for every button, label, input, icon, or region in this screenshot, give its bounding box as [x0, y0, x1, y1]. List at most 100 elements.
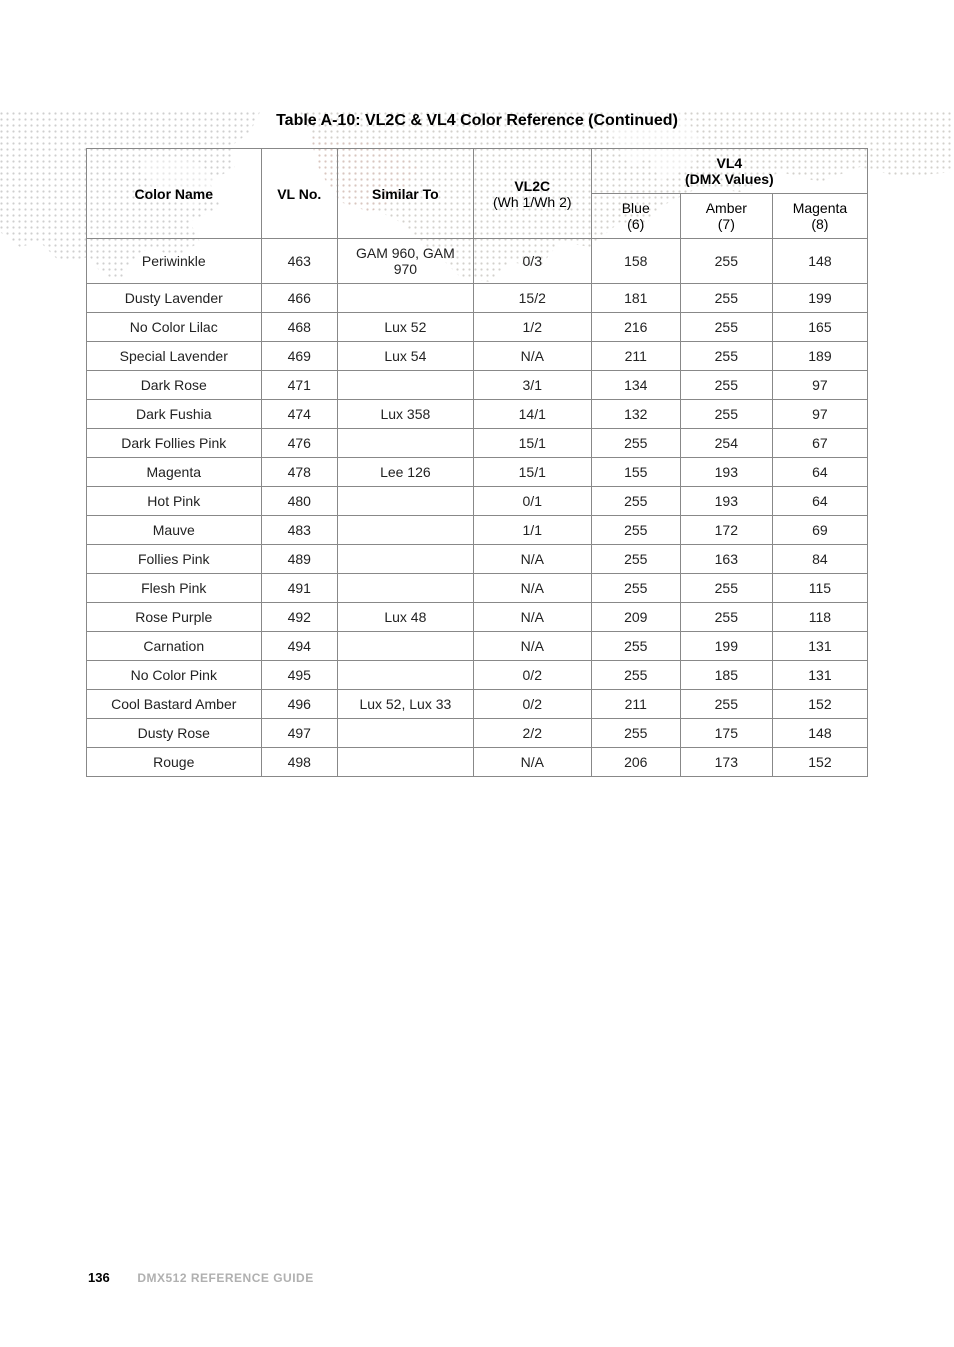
- cell-amber: 255: [680, 371, 772, 400]
- cell-magenta: 84: [772, 545, 867, 574]
- cell-color-name: Dusty Lavender: [87, 284, 262, 313]
- cell-vl2c: N/A: [473, 603, 591, 632]
- table-row: Periwinkle463GAM 960, GAM 9700/315825514…: [87, 239, 868, 284]
- cell-amber: 185: [680, 661, 772, 690]
- cell-magenta: 97: [772, 400, 867, 429]
- cell-vl-no: 495: [261, 661, 337, 690]
- color-reference-table: Color Name VL No. Similar To VL2C (Wh 1/…: [86, 148, 868, 777]
- cell-vl2c: 3/1: [473, 371, 591, 400]
- table-row: Dark Follies Pink476 15/125525467: [87, 429, 868, 458]
- cell-magenta: 199: [772, 284, 867, 313]
- th-vl2c-sub: (Wh 1/Wh 2): [493, 194, 572, 210]
- cell-similar-to: GAM 960, GAM 970: [337, 239, 473, 284]
- cell-vl-no: 480: [261, 487, 337, 516]
- cell-amber: 255: [680, 574, 772, 603]
- footer-label: DMX512 REFERENCE GUIDE: [137, 1271, 313, 1285]
- cell-similar-to: [337, 719, 473, 748]
- th-vl4-top: VL4: [717, 155, 743, 171]
- cell-amber: 175: [680, 719, 772, 748]
- cell-vl-no: 492: [261, 603, 337, 632]
- cell-similar-to: [337, 516, 473, 545]
- cell-color-name: Rouge: [87, 748, 262, 777]
- cell-magenta: 189: [772, 342, 867, 371]
- cell-similar-to: Lux 54: [337, 342, 473, 371]
- cell-blue: 255: [591, 429, 680, 458]
- cell-color-name: Dark Follies Pink: [87, 429, 262, 458]
- table-row: Magenta478Lee 12615/115519364: [87, 458, 868, 487]
- table-row: Follies Pink489N/A25516384: [87, 545, 868, 574]
- table-title: Table A-10: VL2C & VL4 Color Reference (…: [0, 112, 954, 130]
- cell-magenta: 64: [772, 487, 867, 516]
- cell-color-name: Periwinkle: [87, 239, 262, 284]
- cell-magenta: 131: [772, 661, 867, 690]
- cell-blue: 255: [591, 719, 680, 748]
- table-row: Special Lavender469Lux 54N/A211255189: [87, 342, 868, 371]
- page-number: 136: [88, 1270, 110, 1285]
- cell-color-name: No Color Pink: [87, 661, 262, 690]
- cell-vl2c: 0/2: [473, 690, 591, 719]
- cell-similar-to: [337, 748, 473, 777]
- cell-magenta: 67: [772, 429, 867, 458]
- cell-blue: 206: [591, 748, 680, 777]
- cell-similar-to: Lee 126: [337, 458, 473, 487]
- cell-similar-to: Lux 48: [337, 603, 473, 632]
- cell-amber: 255: [680, 603, 772, 632]
- table-row: No Color Lilac468Lux 521/2216255165: [87, 313, 868, 342]
- cell-vl2c: 1/1: [473, 516, 591, 545]
- cell-vl2c: 15/1: [473, 429, 591, 458]
- cell-blue: 255: [591, 632, 680, 661]
- cell-magenta: 152: [772, 748, 867, 777]
- cell-vl2c: N/A: [473, 574, 591, 603]
- cell-color-name: Carnation: [87, 632, 262, 661]
- cell-blue: 255: [591, 661, 680, 690]
- cell-vl-no: 463: [261, 239, 337, 284]
- cell-blue: 216: [591, 313, 680, 342]
- cell-amber: 255: [680, 313, 772, 342]
- cell-vl2c: 0/3: [473, 239, 591, 284]
- cell-color-name: Mauve: [87, 516, 262, 545]
- cell-color-name: Follies Pink: [87, 545, 262, 574]
- cell-similar-to: [337, 487, 473, 516]
- cell-vl2c: N/A: [473, 632, 591, 661]
- table-row: Cool Bastard Amber496Lux 52, Lux 330/221…: [87, 690, 868, 719]
- cell-vl2c: 15/2: [473, 284, 591, 313]
- cell-color-name: Cool Bastard Amber: [87, 690, 262, 719]
- cell-blue: 181: [591, 284, 680, 313]
- cell-similar-to: Lux 52, Lux 33: [337, 690, 473, 719]
- table-row: Mauve4831/125517269: [87, 516, 868, 545]
- cell-vl-no: 494: [261, 632, 337, 661]
- cell-amber: 255: [680, 342, 772, 371]
- cell-vl-no: 497: [261, 719, 337, 748]
- cell-similar-to: Lux 52: [337, 313, 473, 342]
- cell-magenta: 148: [772, 239, 867, 284]
- cell-color-name: Dark Rose: [87, 371, 262, 400]
- th-color-name: Color Name: [87, 149, 262, 239]
- table-row: Dusty Lavender46615/2181255199: [87, 284, 868, 313]
- cell-vl2c: 1/2: [473, 313, 591, 342]
- cell-vl-no: 483: [261, 516, 337, 545]
- th-blue: Blue (6): [591, 194, 680, 239]
- cell-color-name: Dusty Rose: [87, 719, 262, 748]
- cell-vl-no: 466: [261, 284, 337, 313]
- cell-blue: 211: [591, 342, 680, 371]
- cell-magenta: 148: [772, 719, 867, 748]
- cell-magenta: 97: [772, 371, 867, 400]
- table-body: Periwinkle463GAM 960, GAM 9700/315825514…: [87, 239, 868, 777]
- cell-amber: 254: [680, 429, 772, 458]
- th-vl-no: VL No.: [261, 149, 337, 239]
- table-row: Dusty Rose4972/2255175148: [87, 719, 868, 748]
- cell-vl2c: 0/1: [473, 487, 591, 516]
- cell-similar-to: [337, 632, 473, 661]
- th-amber: Amber (7): [680, 194, 772, 239]
- cell-vl-no: 474: [261, 400, 337, 429]
- cell-blue: 255: [591, 574, 680, 603]
- cell-vl-no: 476: [261, 429, 337, 458]
- cell-similar-to: [337, 574, 473, 603]
- table-row: No Color Pink4950/2255185131: [87, 661, 868, 690]
- cell-color-name: Flesh Pink: [87, 574, 262, 603]
- cell-similar-to: Lux 358: [337, 400, 473, 429]
- cell-magenta: 118: [772, 603, 867, 632]
- table-row: Rouge498N/A206173152: [87, 748, 868, 777]
- cell-blue: 158: [591, 239, 680, 284]
- cell-similar-to: [337, 284, 473, 313]
